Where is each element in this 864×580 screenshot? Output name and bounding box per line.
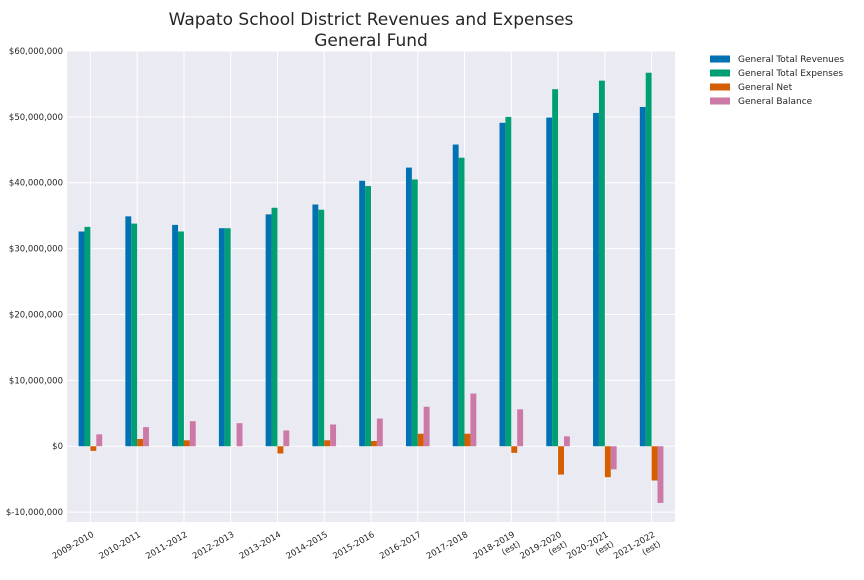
bar-general-total-expenses [178, 231, 184, 447]
chart-subtitle: General Fund [314, 31, 428, 51]
legend: General Total Revenues General Total Expe… [710, 55, 844, 107]
y-tick-label: $0 [52, 442, 63, 452]
bar-general-total-revenues [639, 106, 646, 447]
x-tick-text: 2009-2010 [51, 530, 96, 562]
bar-general-balance [143, 427, 149, 447]
x-tick-label: 2019-2020(est) [518, 530, 569, 562]
bar-general-net [324, 440, 331, 447]
y-tick-label: $20,000,000 [9, 310, 63, 320]
bar-general-net [183, 440, 190, 447]
bar-general-total-expenses [552, 89, 559, 447]
y-tick-label: $50,000,000 [9, 113, 63, 123]
bar-general-total-expenses [645, 72, 652, 447]
legend-label: General Net [738, 83, 793, 93]
bar-general-total-revenues [78, 231, 85, 447]
bar-general-net [604, 446, 611, 478]
bar-general-total-revenues [312, 204, 319, 447]
bar-general-net [137, 438, 144, 447]
x-tick-text: 2017-2018 [425, 530, 470, 562]
bar-general-total-revenues [499, 122, 506, 447]
x-tick-text: 2015-2016 [331, 530, 376, 562]
bar-general-total-revenues [359, 180, 366, 447]
y-tick-label: $10,000,000 [9, 376, 63, 386]
x-tick-label: 2012-2013 [191, 530, 236, 562]
legend-swatch [710, 97, 730, 105]
bar-general-total-revenues [125, 216, 132, 447]
bar-general-balance [610, 446, 617, 470]
x-tick-label: 2009-2010 [51, 530, 96, 562]
bar-general-total-expenses [411, 179, 418, 447]
legend-label: General Total Expenses [738, 69, 843, 79]
bar-general-net [464, 433, 471, 447]
bar-general-balance [189, 421, 196, 447]
bar-general-net [417, 433, 424, 447]
x-tick-text: 2016-2017 [378, 530, 423, 562]
legend-label: General Balance [738, 97, 813, 107]
x-tick-label: 2014-2015 [285, 530, 330, 562]
bar-general-balance [96, 434, 103, 447]
bar-general-net [558, 446, 564, 475]
bar-general-total-revenues [405, 167, 412, 447]
bar-general-net [651, 446, 658, 481]
x-tick-label: 2016-2017 [378, 530, 423, 562]
x-tick-text: 2010-2011 [98, 530, 143, 562]
bar-general-net [277, 446, 284, 454]
x-tick-label: 2021-2022(est) [612, 530, 663, 562]
bar-general-total-revenues [546, 117, 553, 447]
bar-general-balance [236, 423, 243, 447]
x-tick-label: 2018-2019(est) [472, 530, 523, 562]
bar-general-net [90, 446, 97, 451]
bar-general-total-revenues [172, 224, 179, 447]
bar-general-total-revenues [265, 214, 272, 447]
x-tick-label: 2020-2021(est) [565, 530, 616, 562]
bar-general-total-expenses [271, 207, 278, 447]
x-tick-text: 2014-2015 [285, 530, 330, 562]
bar-general-total-revenues [218, 228, 225, 447]
bar-general-total-expenses [84, 226, 91, 447]
bar-general-total-expenses [318, 209, 325, 447]
bar-general-balance [470, 393, 477, 447]
x-tick-text: 2013-2014 [238, 530, 283, 562]
legend-swatch [710, 55, 730, 63]
bar-general-balance [283, 430, 290, 447]
bar-general-balance [657, 446, 664, 503]
bar-general-total-expenses [458, 157, 465, 447]
bar-general-total-expenses [365, 186, 371, 447]
y-tick-label: $40,000,000 [9, 179, 63, 189]
bar-general-total-expenses [224, 228, 231, 447]
bar-general-total-expenses [598, 80, 605, 447]
bar-general-total-expenses [505, 116, 512, 447]
plot-area: $-10,000,000 $0 $10,000,000 $20,000,000 $30,… [6, 47, 675, 562]
x-tick-label: 2015-2016 [331, 530, 376, 562]
legend-label: General Total Revenues [738, 55, 844, 65]
x-tick-label: 2010-2011 [98, 530, 143, 562]
bar-general-total-revenues [593, 112, 599, 447]
x-tick-label: 2013-2014 [238, 530, 283, 562]
chart-title: Wapato School District Revenues and Expe… [169, 10, 574, 30]
legend-swatch [710, 83, 730, 91]
x-tick-text: 2012-2013 [191, 530, 236, 562]
x-tick-label: 2011-2012 [144, 530, 189, 562]
y-tick-label: $-10,000,000 [6, 508, 63, 518]
x-tick-label: 2017-2018 [425, 530, 470, 562]
legend-swatch [710, 69, 730, 77]
y-tick-label: $60,000,000 [9, 47, 63, 57]
bar-general-net [511, 446, 518, 453]
bar-general-net [371, 440, 377, 447]
bar-general-balance [423, 406, 430, 447]
bar-general-balance [517, 409, 524, 447]
bar-general-balance [376, 418, 383, 447]
bar-general-total-expenses [131, 223, 138, 447]
bar-general-balance [563, 436, 570, 447]
x-tick-text: 2011-2012 [144, 530, 189, 562]
bar-general-total-revenues [452, 144, 459, 447]
bar-general-balance [330, 424, 337, 447]
y-tick-label: $30,000,000 [9, 245, 63, 255]
